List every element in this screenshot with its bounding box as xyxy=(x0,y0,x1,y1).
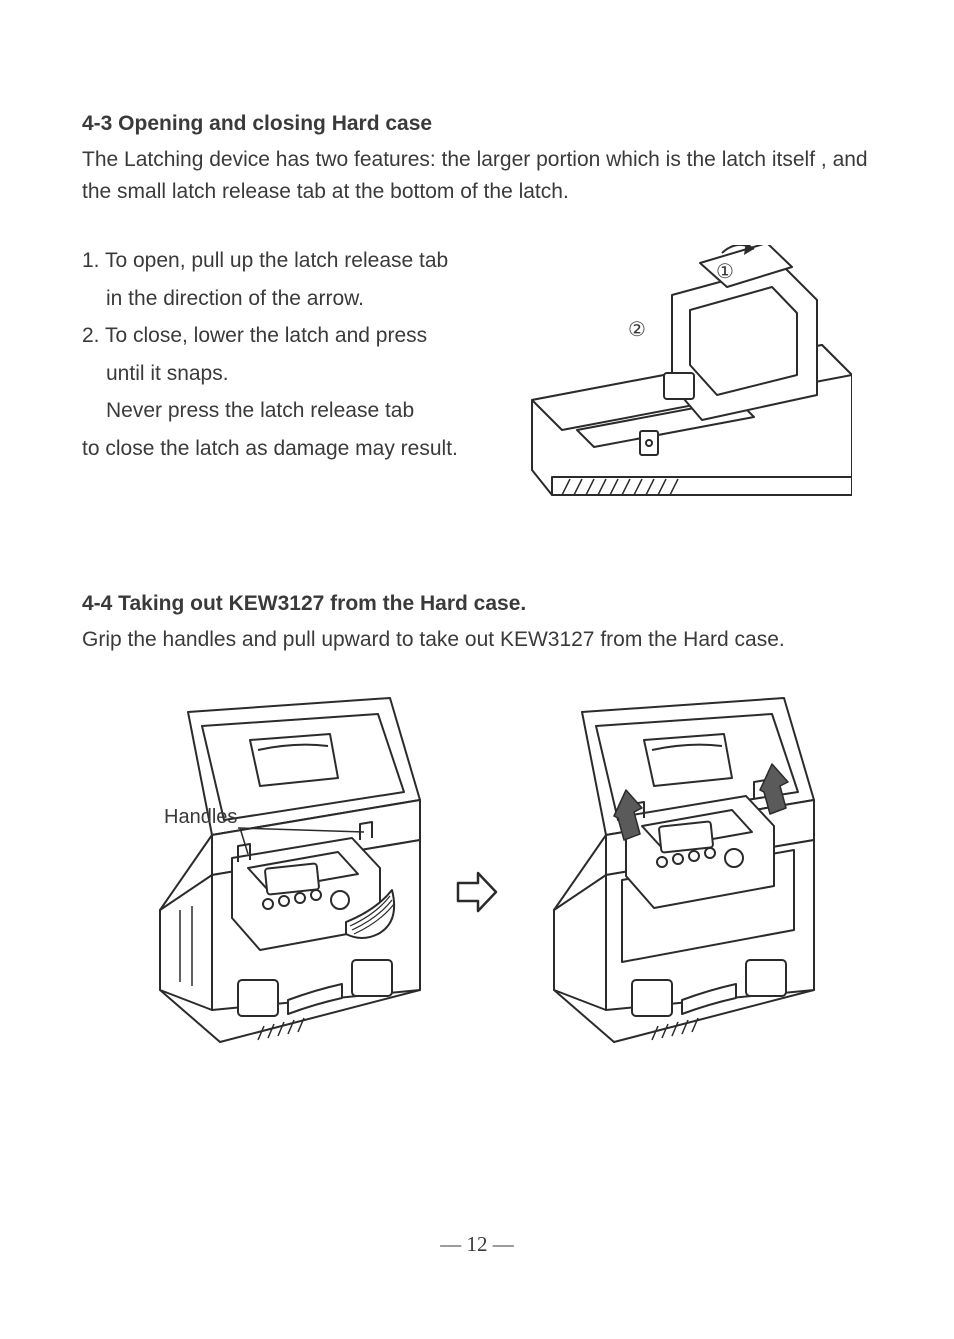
section-4-3: 4-3 Opening and closing Hard case The La… xyxy=(82,112,872,520)
note-line2: to close the latch as damage may result. xyxy=(82,433,482,465)
diagram-row: Handles xyxy=(82,690,872,1095)
latch-diagram: ① ② xyxy=(522,245,852,520)
note-line1: Never press the latch release tab xyxy=(82,395,482,427)
case-left-svg xyxy=(120,690,440,1090)
step-1-line2: in the direction of the arrow. xyxy=(82,283,482,315)
section-intro-2: Grip the handles and pull upward to take… xyxy=(82,624,872,656)
arrow-between-icon xyxy=(454,869,500,915)
section-heading: 4-3 Opening and closing Hard case xyxy=(82,112,872,136)
manual-page: 4-3 Opening and closing Hard case The La… xyxy=(0,0,954,1095)
section-heading-2: 4-4 Taking out KEW3127 from the Hard cas… xyxy=(82,592,872,616)
case-right-svg xyxy=(514,690,834,1090)
two-column-layout: 1. To open, pull up the latch release ta… xyxy=(82,245,872,520)
section-4-4: 4-4 Taking out KEW3127 from the Hard cas… xyxy=(82,592,872,1095)
step-2-line2: until it snaps. xyxy=(82,358,482,390)
callout-2: ② xyxy=(628,317,646,342)
case-diagram-left: Handles xyxy=(120,690,440,1095)
instruction-column: 1. To open, pull up the latch release ta… xyxy=(82,245,482,520)
step-2-line1: 2. To close, lower the latch and press xyxy=(82,320,482,352)
figure-column: ① ② xyxy=(502,245,872,520)
section-intro: The Latching device has two features: th… xyxy=(82,144,872,207)
handles-label: Handles xyxy=(164,806,237,829)
latch-svg xyxy=(522,245,852,515)
case-diagram-right xyxy=(514,690,834,1095)
callout-1: ① xyxy=(716,259,734,284)
step-1-line1: 1. To open, pull up the latch release ta… xyxy=(82,245,482,277)
page-number: ― 12 ― xyxy=(0,1232,954,1257)
